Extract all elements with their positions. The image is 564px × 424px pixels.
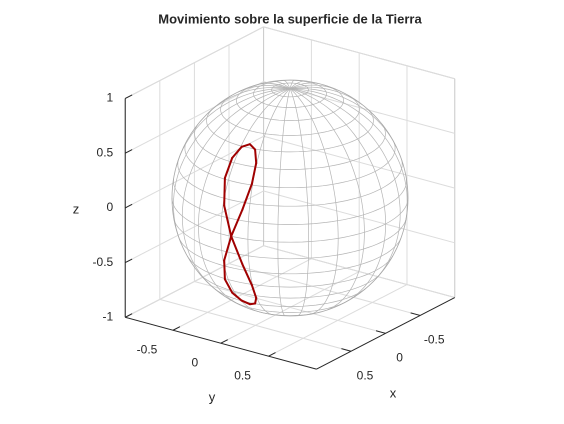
grid-line xyxy=(124,190,264,264)
y-tick-label: -0.5 xyxy=(137,342,158,356)
x-tick-label: 0 xyxy=(396,350,403,364)
sphere-mesh xyxy=(277,88,291,317)
x-axis-label: x xyxy=(390,385,397,400)
sphere-mesh xyxy=(272,81,291,89)
y-tick-label: 0.5 xyxy=(234,368,251,382)
sphere-mesh xyxy=(289,88,386,303)
sphere-mesh xyxy=(178,238,402,275)
trajectory-point xyxy=(241,263,244,266)
grid-line xyxy=(263,135,455,189)
sphere-mesh xyxy=(173,178,407,225)
z-tick-label: 0 xyxy=(107,200,114,214)
sphere-mesh xyxy=(289,86,363,105)
z-tick-label: 1 xyxy=(107,91,114,105)
y-tick xyxy=(172,326,181,331)
sphere-mesh xyxy=(289,84,336,90)
z-tick xyxy=(124,258,133,264)
trajectory-point xyxy=(254,302,257,305)
sphere-mesh xyxy=(194,124,386,170)
sphere-mesh xyxy=(289,88,401,280)
trajectory-point xyxy=(255,162,258,165)
trajectory-point xyxy=(231,156,234,159)
trajectory-point xyxy=(248,143,251,146)
sphere-mesh xyxy=(289,88,408,226)
trajectory-point xyxy=(241,208,244,211)
x-tick xyxy=(341,348,352,352)
z-tick-label: 0.5 xyxy=(97,145,114,159)
trajectory-point xyxy=(248,303,251,306)
x-tick-label: 0.5 xyxy=(357,368,374,382)
grid-line xyxy=(124,26,264,99)
sphere-outline xyxy=(171,79,409,317)
trajectory-point xyxy=(223,176,226,179)
trajectory-point xyxy=(231,291,234,294)
trajectory-point xyxy=(255,296,258,299)
x-tick-label: -0.5 xyxy=(424,333,445,347)
x-tick xyxy=(375,330,386,334)
sphere-mesh xyxy=(198,88,291,306)
sphere-mesh xyxy=(181,88,291,289)
trajectory-point xyxy=(223,204,226,207)
grid-line xyxy=(263,245,455,299)
z-tick-label: -1 xyxy=(103,309,114,323)
grid-line xyxy=(263,190,455,244)
z-tick xyxy=(124,203,133,209)
trajectory-point xyxy=(240,145,243,148)
z-tick xyxy=(124,94,133,99)
z-tick xyxy=(124,149,133,154)
sphere-mesh xyxy=(173,88,291,244)
sphere-mesh xyxy=(220,95,360,136)
sphere-mesh xyxy=(289,82,319,89)
trajectory-point xyxy=(250,182,253,185)
trajectory-point xyxy=(240,299,243,302)
grid-line xyxy=(263,26,455,80)
sphere-mesh xyxy=(184,141,396,189)
sphere-mesh xyxy=(289,88,310,317)
trajectory-point xyxy=(230,235,233,238)
grid-line xyxy=(172,258,312,331)
grid-line xyxy=(220,271,360,344)
y-tick xyxy=(220,339,228,344)
sphere-mesh xyxy=(247,88,291,316)
trajectory-point xyxy=(223,278,226,281)
y-tick-label: 0 xyxy=(191,355,198,369)
trajectory-point xyxy=(254,148,257,151)
trajectory-point xyxy=(250,284,253,287)
z-tick xyxy=(124,313,133,318)
sphere-mesh xyxy=(176,88,291,166)
y-axis-label: y xyxy=(209,389,216,404)
chart-title: Movimiento sobre la superficie de la Tie… xyxy=(158,11,422,26)
x-tick xyxy=(410,312,421,316)
sphere-mesh xyxy=(220,88,291,313)
y-tick xyxy=(268,352,276,357)
grid-line xyxy=(268,284,408,357)
sphere-mesh xyxy=(289,88,397,148)
sphere-mesh xyxy=(283,79,291,89)
sphere-mesh xyxy=(289,79,295,89)
sphere-mesh xyxy=(289,88,365,311)
sphere-mesh xyxy=(206,109,374,153)
sphere-mesh xyxy=(289,80,306,89)
z-axis-label: z xyxy=(73,201,80,216)
sphere-mesh xyxy=(186,255,394,288)
sphere-mesh xyxy=(289,88,339,315)
z-tick-label: -0.5 xyxy=(93,255,114,269)
trajectory-point xyxy=(223,259,226,262)
